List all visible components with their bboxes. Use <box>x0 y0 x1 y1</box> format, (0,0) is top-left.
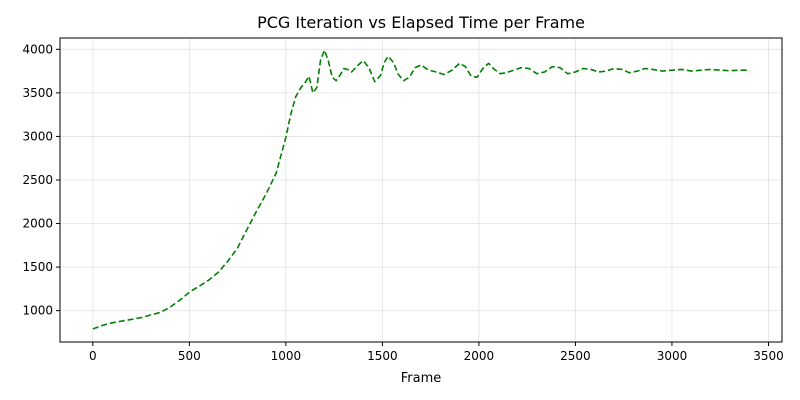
x-axis-ticks: 0 500 1000 1500 2000 2500 3000 3500 <box>89 342 784 363</box>
y-tick-label: 1000 <box>22 304 53 318</box>
y-tick-label: 3000 <box>22 129 53 143</box>
x-tick-label: 3500 <box>753 349 784 363</box>
y-tick-label: 2000 <box>22 217 53 231</box>
x-tick-label: 2500 <box>560 349 591 363</box>
chart-title: PCG Iteration vs Elapsed Time per Frame <box>257 13 585 32</box>
series-line <box>92 49 750 330</box>
x-tick-label: 500 <box>178 349 201 363</box>
y-tick-label: 2500 <box>22 173 53 187</box>
y-tick-label: 1500 <box>22 260 53 274</box>
x-tick-label: 0 <box>89 349 97 363</box>
y-tick-label: 4000 <box>22 42 53 56</box>
x-tick-label: 1000 <box>271 349 302 363</box>
x-axis-label: Frame <box>401 371 442 386</box>
x-tick-label: 3000 <box>657 349 688 363</box>
y-axis-ticks: 1000 1500 2000 2500 3000 3500 4000 <box>22 42 60 318</box>
x-tick-label: 2000 <box>464 349 495 363</box>
x-tick-label: 1500 <box>367 349 398 363</box>
series-layer <box>92 49 750 330</box>
grid-layer <box>60 38 782 342</box>
plot-frame <box>59 37 783 343</box>
y-tick-label: 3500 <box>22 86 53 100</box>
